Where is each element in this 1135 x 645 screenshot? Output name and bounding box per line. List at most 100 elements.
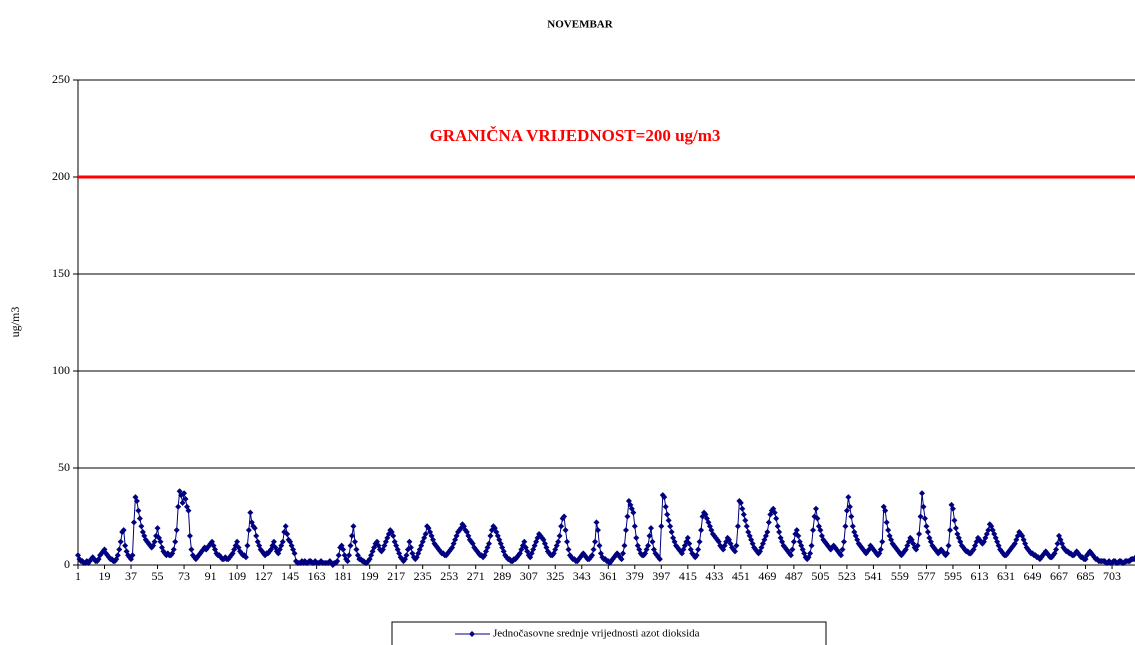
data-point: [885, 527, 892, 534]
data-point: [422, 530, 429, 537]
x-tick-label: 289: [493, 569, 511, 583]
data-point: [739, 505, 746, 512]
data-point: [130, 519, 137, 526]
data-point: [120, 527, 127, 534]
y-tick-label: 200: [52, 169, 70, 183]
x-tick-label: 235: [414, 569, 432, 583]
chart-title: NOVEMBAR: [547, 19, 613, 31]
x-tick-label: 145: [281, 569, 299, 583]
data-point: [282, 523, 289, 530]
x-tick-label: 505: [811, 569, 829, 583]
data-point: [622, 527, 629, 534]
x-tick-label: 253: [440, 569, 458, 583]
data-point: [845, 494, 852, 501]
data-point: [406, 538, 413, 545]
data-point: [807, 550, 814, 557]
data-point: [771, 509, 778, 516]
data-point: [808, 542, 815, 549]
data-point: [731, 548, 738, 555]
data-point: [843, 507, 850, 514]
data-point: [270, 538, 277, 545]
data-point: [562, 527, 569, 534]
data-point: [882, 507, 889, 514]
y-tick-label: 150: [52, 266, 70, 280]
data-point: [407, 544, 414, 551]
data-point: [348, 532, 355, 539]
limit-label: GRANIČNA VRIJEDNOST=200 ug/m3: [430, 126, 721, 145]
data-point: [181, 490, 188, 497]
data-point: [172, 538, 179, 545]
y-axis-label: ug/m3: [8, 307, 22, 338]
data-point: [116, 546, 123, 553]
data-point: [647, 525, 654, 532]
data-point: [698, 527, 705, 534]
data-point: [185, 507, 192, 514]
legend-box: [391, 621, 827, 645]
data-point: [742, 517, 749, 524]
data-point: [764, 529, 771, 536]
data-point: [1053, 546, 1060, 553]
data-point: [594, 527, 601, 534]
data-point: [776, 529, 783, 536]
data-point: [944, 550, 951, 557]
data-point: [555, 538, 562, 545]
data-point: [631, 523, 638, 530]
x-tick-label: 73: [178, 569, 190, 583]
data-point: [842, 523, 849, 530]
data-point: [253, 532, 260, 539]
data-point: [590, 546, 597, 553]
data-point: [923, 523, 930, 530]
data-point: [839, 546, 846, 553]
data-point: [877, 546, 884, 553]
data-point: [846, 503, 853, 510]
data-point: [403, 552, 410, 559]
data-point: [662, 503, 669, 510]
data-point: [135, 507, 142, 514]
x-tick-label: 127: [255, 569, 273, 583]
data-point: [668, 529, 675, 536]
data-point: [347, 542, 354, 549]
x-tick-label: 613: [970, 569, 988, 583]
data-point: [564, 538, 571, 545]
data-point: [658, 523, 665, 530]
data-point: [812, 505, 819, 512]
data-point: [790, 538, 797, 545]
data-point: [817, 527, 824, 534]
x-tick-label: 307: [520, 569, 538, 583]
data-point: [244, 542, 251, 549]
x-tick-label: 55: [152, 569, 164, 583]
x-tick-label: 487: [785, 569, 803, 583]
data-point: [920, 503, 927, 510]
x-tick-label: 469: [758, 569, 776, 583]
data-point: [618, 556, 625, 563]
x-tick-label: 361: [599, 569, 617, 583]
data-point: [558, 523, 565, 530]
data-point: [390, 532, 397, 539]
x-tick-label: 433: [705, 569, 723, 583]
legend-marker: [469, 631, 475, 637]
data-point: [945, 542, 952, 549]
data-point: [849, 523, 856, 530]
data-point: [117, 538, 124, 545]
data-point: [947, 527, 954, 534]
data-point: [247, 509, 254, 516]
x-tick-label: 181: [334, 569, 352, 583]
data-point: [774, 523, 781, 530]
x-tick-label: 271: [467, 569, 485, 583]
x-tick-label: 379: [626, 569, 644, 583]
data-point: [649, 538, 656, 545]
data-point: [919, 490, 926, 497]
data-point: [814, 515, 821, 522]
data-point: [175, 503, 182, 510]
data-point: [924, 529, 931, 536]
data-point: [291, 550, 298, 557]
data-point: [335, 552, 342, 559]
data-point: [737, 499, 744, 506]
data-point: [589, 552, 596, 559]
data-point: [485, 540, 492, 547]
data-point: [133, 497, 140, 504]
x-tick-label: 415: [679, 569, 697, 583]
x-tick-label: 595: [944, 569, 962, 583]
x-tick-label: 397: [652, 569, 670, 583]
data-point: [344, 558, 351, 565]
